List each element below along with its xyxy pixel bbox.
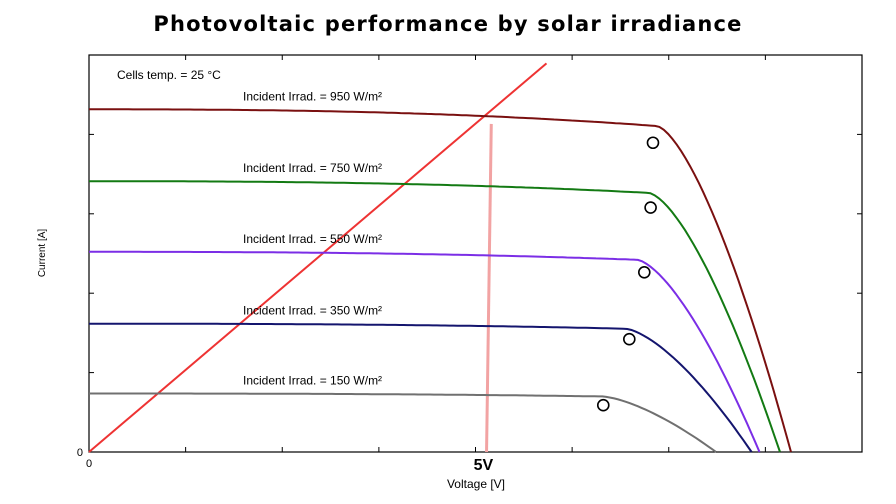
load-line bbox=[88, 62, 548, 453]
mpp-line bbox=[485, 123, 493, 453]
markers-layer bbox=[596, 136, 660, 412]
y-tick-label: 0 bbox=[77, 447, 83, 459]
chart-title: Photovoltaic performance by solar irradi… bbox=[153, 12, 743, 36]
mpp-point bbox=[637, 266, 651, 279]
cells-temp-annotation: Cells temp. = 25 °C bbox=[117, 68, 221, 82]
iv-curve-series bbox=[89, 322, 753, 453]
series-label: Incident Irrad. = 350 W/m² bbox=[243, 304, 382, 318]
iv-curve-series bbox=[89, 250, 761, 453]
curves-layer bbox=[89, 108, 792, 453]
ticks-layer: 0 5V 0 bbox=[77, 55, 862, 474]
x-tick-label: 5V bbox=[474, 457, 494, 474]
mpp-point bbox=[596, 398, 610, 412]
iv-curve-series bbox=[89, 180, 781, 453]
mpp-point bbox=[646, 136, 660, 150]
iv-curve-series bbox=[89, 108, 792, 453]
series-label: Incident Irrad. = 950 W/m² bbox=[243, 89, 382, 103]
labels-layer: Incident Irrad. = 950 W/m² Incident Irrad… bbox=[243, 89, 382, 387]
iv-curve-series bbox=[89, 392, 717, 453]
series-label: Incident Irrad. = 750 W/m² bbox=[243, 161, 382, 175]
series-label: Incident Irrad. = 550 W/m² bbox=[243, 232, 382, 246]
mpp-point bbox=[623, 332, 636, 346]
plot-frame bbox=[88, 54, 863, 453]
x-axis-label: Voltage [V] bbox=[447, 477, 505, 491]
lines-layer bbox=[88, 62, 548, 453]
series-label: Incident Irrad. = 150 W/m² bbox=[243, 373, 382, 387]
mpp-point bbox=[644, 201, 657, 214]
y-axis-label: Current [A] bbox=[37, 229, 48, 278]
x-tick-label: 0 bbox=[86, 458, 92, 470]
